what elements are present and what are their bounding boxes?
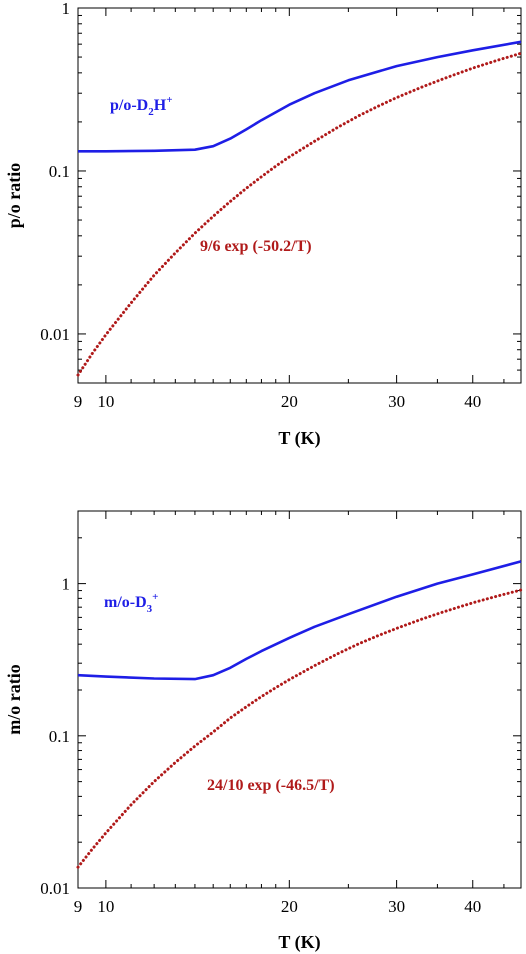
x-tick-label: 9 — [74, 897, 83, 916]
x-tick-label: 10 — [97, 897, 114, 916]
y-tick-label: 1 — [62, 0, 71, 18]
x-tick-label: 40 — [464, 897, 481, 916]
series-line-dotted — [76, 588, 523, 869]
series-line-solid — [78, 40, 522, 153]
axes-frame — [77, 7, 522, 384]
x-tick-label: 30 — [388, 392, 405, 411]
top-panel: 9 10 20 30 40 0.01 0.1 1 T (K) p/o ratio p/o-D2H+ 9… — [4, 0, 523, 449]
y-tick-label: 0.1 — [49, 162, 70, 181]
x-axis-label: T (K) — [278, 428, 320, 449]
x-tick-label: 9 — [74, 392, 83, 411]
y-tick-label: 0.01 — [40, 325, 70, 344]
x-tick-label: 40 — [464, 392, 481, 411]
series-annotation: m/o-D3+ — [104, 591, 158, 615]
y-axis-label: p/o ratio — [4, 163, 24, 229]
series-annotation: p/o-D2H+ — [110, 94, 172, 118]
x-tick-label: 30 — [388, 897, 405, 916]
series-line-dotted — [76, 51, 523, 377]
series-annotation: 9/6 exp (-50.2/T) — [200, 238, 312, 255]
y-tick-label: 0.1 — [49, 727, 70, 746]
x-tick-label: 10 — [97, 392, 114, 411]
x-axis-label: T (K) — [278, 932, 320, 953]
bottom-panel: 9 10 20 30 40 0.01 0.1 1 T (K) m/o ratio m/o-D3+ 24… — [4, 510, 523, 953]
x-tick-label: 20 — [281, 897, 298, 916]
series-annotation: 24/10 exp (-46.5/T) — [207, 777, 335, 794]
axes-frame — [77, 510, 522, 889]
x-tick-label: 20 — [281, 392, 298, 411]
y-tick-label: 0.01 — [40, 879, 70, 898]
y-tick-label: 1 — [62, 575, 71, 594]
series-line-solid — [77, 560, 522, 681]
y-axis-label: m/o ratio — [4, 664, 24, 734]
